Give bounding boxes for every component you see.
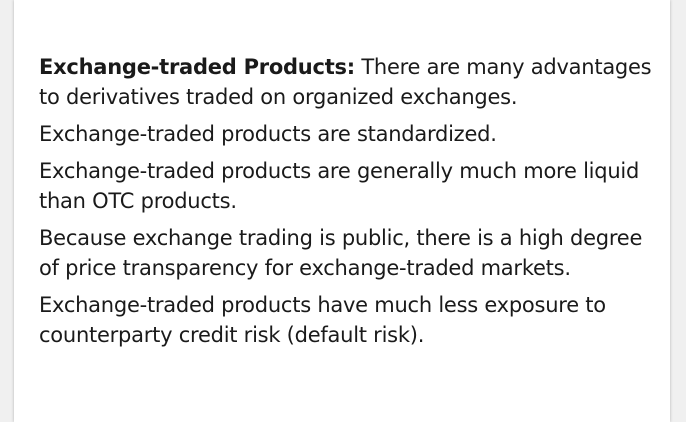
point-credit-risk: Exchange-traded products have much less … bbox=[39, 293, 606, 347]
slide: Exchange-traded Products: There are many… bbox=[14, 0, 670, 422]
intro-paragraph: Exchange-traded Products: There are many… bbox=[39, 52, 664, 112]
point-liquidity: Exchange-traded products are generally m… bbox=[39, 159, 640, 213]
point-standardized: Exchange-traded products are standardize… bbox=[39, 122, 497, 146]
slide-content: Exchange-traded Products: There are many… bbox=[39, 52, 664, 357]
point-transparency: Because exchange trading is public, ther… bbox=[39, 226, 643, 280]
intro-text: There are many advantages to derivatives… bbox=[39, 55, 652, 109]
intro-heading: Exchange-traded Products: bbox=[39, 55, 355, 79]
